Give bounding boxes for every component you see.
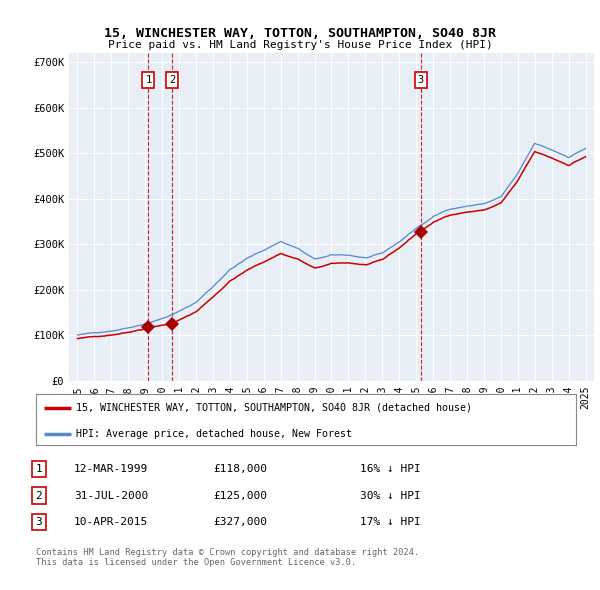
Text: 31-JUL-2000: 31-JUL-2000 — [74, 491, 148, 500]
Text: 1: 1 — [145, 76, 152, 86]
Text: 16% ↓ HPI: 16% ↓ HPI — [360, 464, 421, 474]
Text: £118,000: £118,000 — [213, 464, 267, 474]
Text: 15, WINCHESTER WAY, TOTTON, SOUTHAMPTON, SO40 8JR: 15, WINCHESTER WAY, TOTTON, SOUTHAMPTON,… — [104, 27, 496, 40]
Bar — [148, 53, 172, 381]
Text: 12-MAR-1999: 12-MAR-1999 — [74, 464, 148, 474]
Text: 3: 3 — [418, 76, 424, 86]
Text: 1: 1 — [35, 464, 43, 474]
Text: 2: 2 — [169, 76, 175, 86]
Text: Contains HM Land Registry data © Crown copyright and database right 2024.
This d: Contains HM Land Registry data © Crown c… — [36, 548, 419, 567]
Text: £327,000: £327,000 — [213, 517, 267, 527]
Text: HPI: Average price, detached house, New Forest: HPI: Average price, detached house, New … — [77, 429, 353, 439]
Text: 15, WINCHESTER WAY, TOTTON, SOUTHAMPTON, SO40 8JR (detached house): 15, WINCHESTER WAY, TOTTON, SOUTHAMPTON,… — [77, 402, 473, 412]
Text: Price paid vs. HM Land Registry's House Price Index (HPI): Price paid vs. HM Land Registry's House … — [107, 40, 493, 50]
Text: 3: 3 — [35, 517, 43, 527]
Text: 30% ↓ HPI: 30% ↓ HPI — [360, 491, 421, 500]
Text: 17% ↓ HPI: 17% ↓ HPI — [360, 517, 421, 527]
Text: 2: 2 — [35, 491, 43, 500]
Text: 10-APR-2015: 10-APR-2015 — [74, 517, 148, 527]
Text: £125,000: £125,000 — [213, 491, 267, 500]
